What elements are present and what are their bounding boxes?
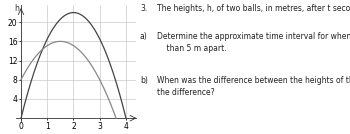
Text: Determine the approximate time interval for when the two balls were less
    tha: Determine the approximate time interval … [157,32,350,53]
Text: 3.: 3. [140,4,147,13]
Text: a): a) [140,32,148,41]
Text: b): b) [140,76,148,85]
Text: h: h [14,4,19,13]
Text: The heights, h, of two balls, in metres, after t seconds are shown in the graph.: The heights, h, of two balls, in metres,… [157,4,350,13]
Text: When was the difference between the heights of the balls the greatest? What is
t: When was the difference between the heig… [157,76,350,97]
